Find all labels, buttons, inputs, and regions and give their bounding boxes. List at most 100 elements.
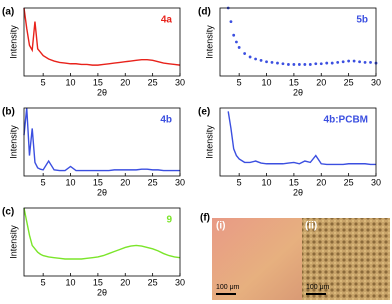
series-label: 4b	[160, 115, 172, 126]
data-point	[330, 61, 334, 65]
data-point	[270, 61, 274, 64]
data-point	[243, 52, 247, 55]
data-point	[319, 62, 323, 66]
panel-label: (b)	[2, 107, 15, 118]
plot-frame	[23, 7, 181, 77]
data-point	[314, 62, 318, 66]
data-line	[227, 111, 376, 166]
data-point	[287, 63, 290, 66]
data-line	[23, 107, 180, 172]
x-axis-label: 2θ	[97, 87, 107, 97]
data-point	[248, 55, 252, 59]
image-label: (i)	[216, 221, 225, 232]
x-tick-label: 25	[344, 177, 354, 187]
chart: (d) Intensity 2θ 5 10 15 20 25 30 5b	[198, 6, 381, 97]
x-tick-label: 15	[93, 277, 103, 287]
data-point	[363, 61, 367, 64]
y-axis-label: Intensity	[204, 125, 214, 159]
x-tick-label: 30	[175, 177, 185, 187]
data-point	[265, 60, 268, 64]
series-label: 4b:PCBM	[324, 115, 368, 126]
chart: (b) Intensity 2θ 5 10 15 20 25 30 4b	[2, 107, 185, 198]
panel-label: (f)	[200, 213, 210, 224]
x-tick-label: 5	[41, 77, 46, 87]
micrographs: (f) (i) (ii) 100 μm 100 μm	[200, 213, 390, 300]
data-point	[229, 20, 233, 23]
x-tick-label: 30	[175, 77, 185, 87]
data-point	[292, 63, 296, 66]
data-point	[281, 62, 285, 66]
plot-frame	[23, 207, 181, 277]
data-point	[369, 61, 372, 64]
panel-label: (c)	[2, 207, 14, 218]
data-point	[297, 63, 301, 66]
x-tick-label: 10	[66, 177, 76, 187]
y-axis-label: Intensity	[8, 25, 18, 59]
y-axis-label: Intensity	[204, 25, 214, 59]
x-axis-label: 2θ	[97, 187, 107, 197]
plot-frame	[219, 107, 377, 177]
x-tick-label: 20	[120, 277, 130, 287]
x-tick-label: 10	[66, 277, 76, 287]
micrograph	[302, 218, 390, 300]
x-axis-label: 2θ	[293, 87, 303, 97]
x-tick-label: 30	[175, 277, 185, 287]
panel-label: (d)	[198, 7, 211, 18]
chart: (c) Intensity 2θ 5 10 15 20 25 30 9	[2, 207, 185, 298]
x-tick-label: 5	[41, 277, 46, 287]
x-axis-label: 2θ	[293, 187, 303, 197]
panel-label: (e)	[198, 107, 210, 118]
plot-frame	[219, 7, 377, 77]
panel-label: (a)	[2, 7, 14, 18]
x-tick-label: 25	[148, 177, 158, 187]
chart: (e) Intensity 2θ 5 10 15 20 25 30 4b:PCBM	[198, 107, 381, 198]
x-tick-label: 30	[371, 77, 381, 87]
x-tick-label: 5	[237, 177, 242, 187]
scale-label: 100 μm	[216, 284, 240, 291]
x-tick-label: 30	[371, 177, 381, 187]
data-point	[237, 46, 241, 49]
x-tick-label: 15	[93, 77, 103, 87]
x-tick-label: 20	[316, 177, 326, 187]
x-tick-label: 5	[41, 177, 46, 187]
data-point	[276, 61, 279, 65]
data-point	[347, 59, 351, 63]
data-point	[308, 63, 312, 66]
data-point	[235, 40, 238, 44]
y-axis-label: Intensity	[8, 125, 18, 159]
x-tick-label: 20	[120, 77, 130, 87]
data-point	[303, 63, 307, 66]
x-tick-label: 25	[148, 77, 158, 87]
chart: (a) Intensity 2θ 5 10 15 20 25 30 4a	[2, 7, 185, 98]
series-label: 4a	[161, 15, 173, 26]
x-tick-label: 10	[262, 177, 272, 187]
x-axis-label: 2θ	[97, 287, 107, 297]
x-tick-label: 20	[120, 177, 130, 187]
x-tick-label: 15	[93, 177, 103, 187]
data-point	[358, 60, 361, 64]
data-point	[259, 58, 263, 62]
scale-label: 100 μm	[306, 284, 330, 291]
y-axis-label: Intensity	[8, 225, 18, 259]
data-point	[254, 57, 257, 61]
data-point	[325, 61, 329, 65]
data-point	[352, 59, 356, 63]
image-label: (ii)	[305, 221, 317, 232]
data-point	[232, 33, 236, 37]
x-tick-label: 5	[237, 77, 242, 87]
data-line	[23, 7, 181, 66]
data-point	[336, 61, 340, 64]
x-tick-label: 10	[262, 77, 272, 87]
series-label: 5b	[356, 15, 368, 26]
data-line	[23, 207, 181, 260]
x-tick-label: 15	[289, 177, 299, 187]
micrograph	[212, 218, 302, 300]
series-label: 9	[166, 215, 172, 226]
x-tick-label: 20	[316, 77, 326, 87]
data-point	[341, 60, 345, 64]
x-tick-label: 10	[66, 77, 76, 87]
x-tick-label: 25	[148, 277, 158, 287]
x-tick-label: 15	[289, 77, 299, 87]
plot-frame	[23, 107, 181, 177]
